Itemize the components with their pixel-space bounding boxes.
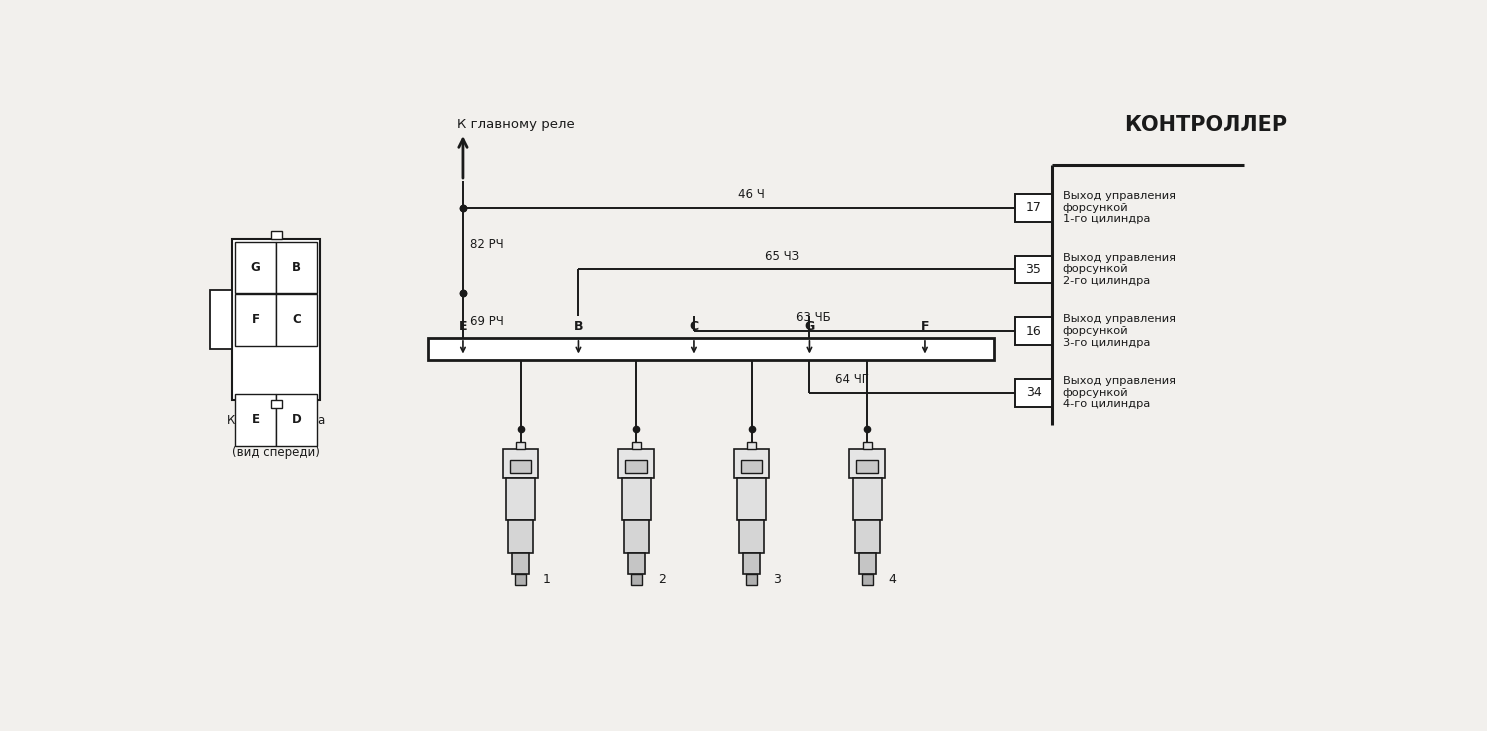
Text: Колодка  жгута
форсунок
(вид спереди): Колодка жгута форсунок (вид спереди) xyxy=(228,414,326,459)
Bar xyxy=(277,394,317,446)
Bar xyxy=(1016,379,1051,406)
Bar xyxy=(503,449,538,478)
Text: Выход управления
форсункой
3-го цилиндра: Выход управления форсункой 3-го цилиндра xyxy=(1063,314,1176,348)
Text: D: D xyxy=(291,414,302,426)
Bar xyxy=(277,294,317,346)
Text: 64 ЧГ: 64 ЧГ xyxy=(834,373,868,386)
Text: B: B xyxy=(574,319,583,333)
Bar xyxy=(852,478,882,520)
Bar xyxy=(735,449,769,478)
Text: E: E xyxy=(251,414,260,426)
Bar xyxy=(277,242,317,293)
Bar xyxy=(428,338,995,360)
Bar xyxy=(746,442,757,449)
Bar xyxy=(738,478,766,520)
Text: 2: 2 xyxy=(657,573,666,586)
Bar xyxy=(746,575,757,585)
Text: E: E xyxy=(458,319,467,333)
Text: C: C xyxy=(690,319,699,333)
Text: B: B xyxy=(293,261,302,274)
Bar xyxy=(1016,317,1051,345)
Text: 46 Ч: 46 Ч xyxy=(739,188,766,201)
Bar xyxy=(271,231,281,238)
Text: КОНТРОЛЛЕР: КОНТРОЛЛЕР xyxy=(1124,115,1288,135)
Text: G: G xyxy=(804,319,815,333)
Bar xyxy=(235,294,277,346)
Bar xyxy=(235,394,277,446)
Text: 65 ЧЗ: 65 ЧЗ xyxy=(766,249,800,262)
Bar xyxy=(858,553,876,575)
Text: 3: 3 xyxy=(773,573,781,586)
Bar xyxy=(741,460,763,474)
Text: 34: 34 xyxy=(1026,386,1041,399)
Bar xyxy=(271,401,281,408)
Bar xyxy=(739,520,764,553)
Bar xyxy=(632,442,641,449)
Bar xyxy=(862,575,873,585)
Bar xyxy=(516,575,526,585)
Text: Выход управления
форсункой
2-го цилиндра: Выход управления форсункой 2-го цилиндра xyxy=(1063,253,1176,286)
Bar xyxy=(849,449,885,478)
Bar xyxy=(857,460,877,474)
Text: Выход управления
форсункой
1-го цилиндра: Выход управления форсункой 1-го цилиндра xyxy=(1063,192,1176,224)
Bar xyxy=(626,460,647,474)
Text: К главному реле: К главному реле xyxy=(457,118,574,131)
Bar xyxy=(630,575,641,585)
Bar xyxy=(619,449,654,478)
Bar xyxy=(509,520,532,553)
Text: C: C xyxy=(293,314,302,326)
Bar xyxy=(622,478,651,520)
Bar xyxy=(1016,194,1051,221)
Text: 35: 35 xyxy=(1026,263,1041,276)
Bar xyxy=(855,520,879,553)
Bar xyxy=(235,242,277,293)
Bar xyxy=(232,238,321,401)
Bar xyxy=(1016,256,1051,284)
Text: 63 ЧБ: 63 ЧБ xyxy=(796,311,831,324)
Bar xyxy=(210,290,232,349)
Text: 16: 16 xyxy=(1026,325,1041,338)
Text: F: F xyxy=(251,314,260,326)
Bar xyxy=(516,442,525,449)
Text: F: F xyxy=(920,319,929,333)
Bar xyxy=(625,520,648,553)
Bar xyxy=(628,553,645,575)
Text: 17: 17 xyxy=(1026,201,1041,214)
Text: G: G xyxy=(251,261,260,274)
Bar xyxy=(512,553,529,575)
Text: 4: 4 xyxy=(889,573,897,586)
Text: 1: 1 xyxy=(543,573,550,586)
Bar xyxy=(510,460,531,474)
Bar xyxy=(862,442,871,449)
Text: Выход управления
форсункой
4-го цилиндра: Выход управления форсункой 4-го цилиндра xyxy=(1063,376,1176,409)
Text: 82 РЧ: 82 РЧ xyxy=(470,238,504,251)
Text: 69 РЧ: 69 РЧ xyxy=(470,314,504,327)
Bar xyxy=(506,478,535,520)
Bar xyxy=(744,553,760,575)
